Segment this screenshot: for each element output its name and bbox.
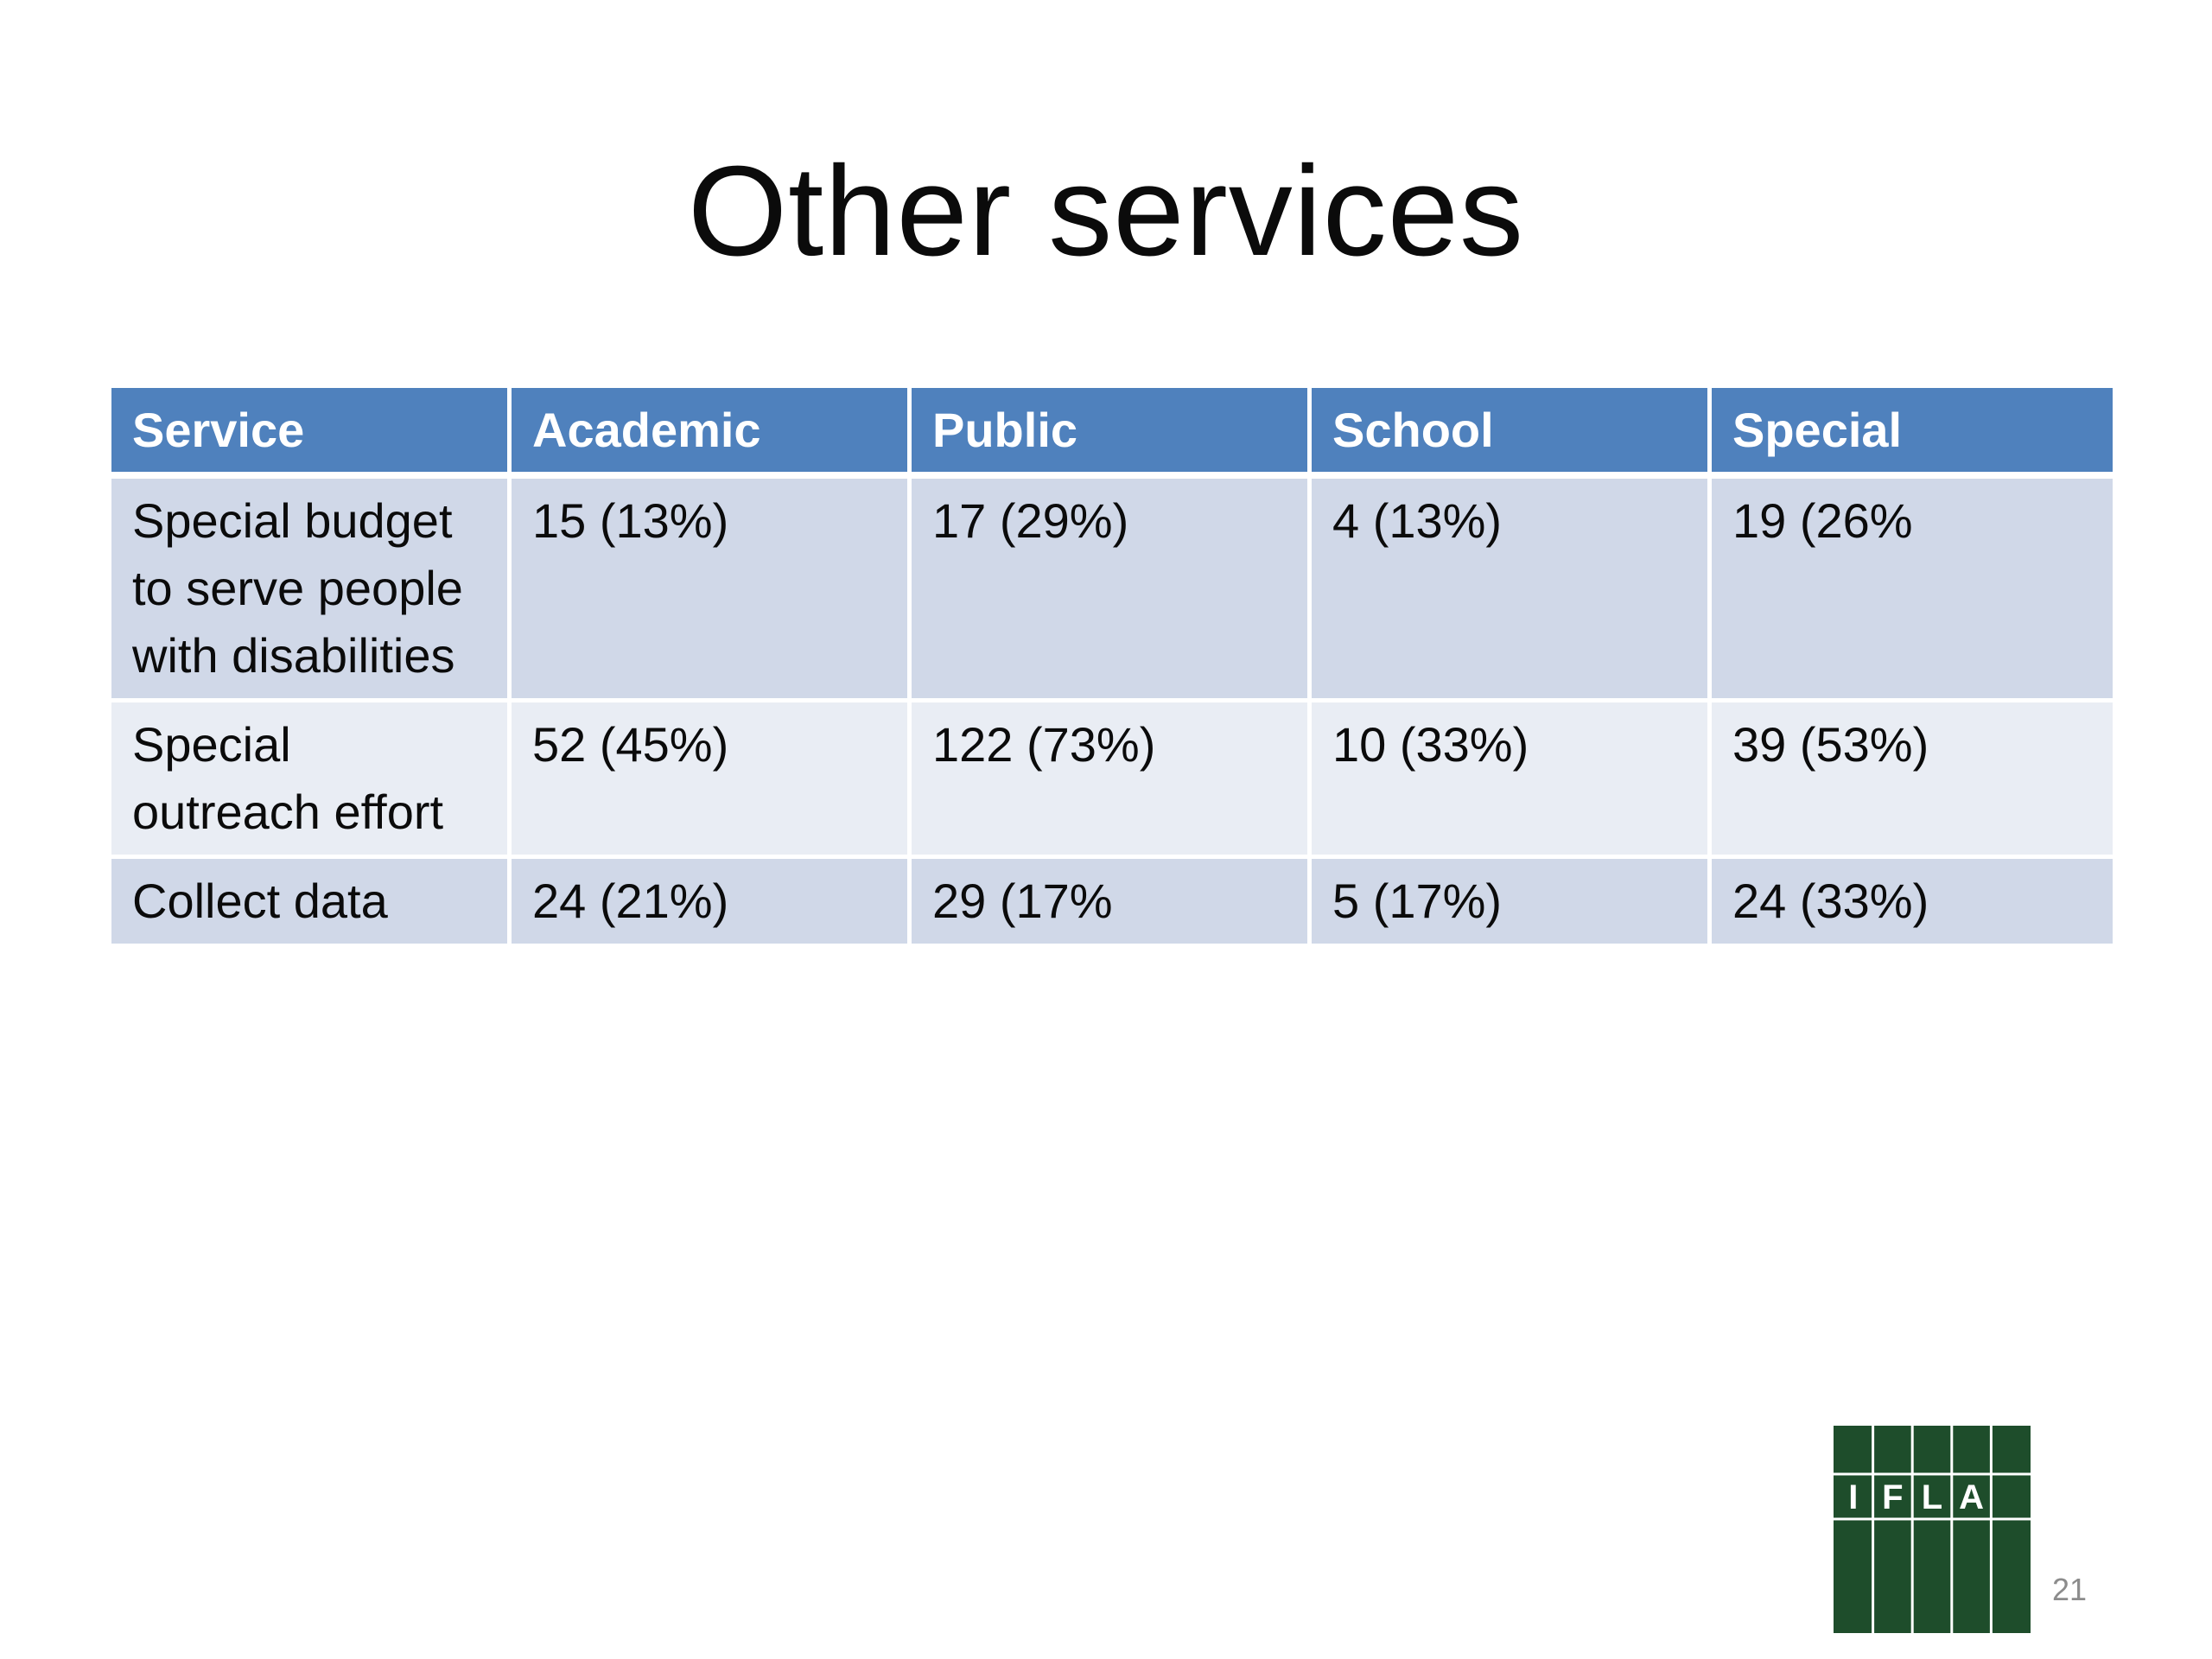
header-special: Special (1712, 388, 2113, 479)
special-cell: 24 (33%) (1712, 859, 2113, 948)
academic-cell: 24 (21%) (512, 859, 912, 948)
school-cell: 10 (33%) (1312, 702, 1712, 859)
header-school: School (1312, 388, 1712, 479)
table-header-row: Service Academic Public School Special (111, 388, 2113, 479)
logo-letter-f: F (1882, 1478, 1903, 1516)
service-cell: Special outreach effort (111, 702, 512, 859)
academic-cell: 15 (13%) (512, 479, 912, 702)
table-row: Special outreach effort 52 (45%) 122 (73… (111, 702, 2113, 859)
public-cell: 29 (17% (912, 859, 1312, 948)
ifla-logo: I F L A (1834, 1426, 2031, 1633)
table-row: Collect data 24 (21%) 29 (17% 5 (17%) 24… (111, 859, 2113, 948)
page-number: 21 (2051, 1572, 2088, 1607)
slide-title: Other services (687, 140, 1525, 283)
special-cell: 39 (53%) (1712, 702, 2113, 859)
header-academic: Academic (512, 388, 912, 479)
service-cell: Special budget to serve people with disa… (111, 479, 512, 702)
public-cell: 17 (29%) (912, 479, 1312, 702)
header-public: Public (912, 388, 1312, 479)
special-cell: 19 (26% (1712, 479, 2113, 702)
logo-letter-a: A (1959, 1478, 1984, 1516)
table-row: Special budget to serve people with disa… (111, 479, 2113, 702)
school-cell: 5 (17%) (1312, 859, 1712, 948)
logo-grid (1834, 1426, 2031, 1633)
service-cell: Collect data (111, 859, 512, 948)
school-cell: 4 (13%) (1312, 479, 1712, 702)
header-service: Service (111, 388, 512, 479)
services-table: Service Academic Public School Special S… (111, 388, 2113, 948)
logo-letter-i: I (1848, 1478, 1858, 1516)
logo-background (1834, 1426, 2031, 1633)
logo-letter-l: L (1922, 1478, 1942, 1516)
academic-cell: 52 (45%) (512, 702, 912, 859)
public-cell: 122 (73%) (912, 702, 1312, 859)
